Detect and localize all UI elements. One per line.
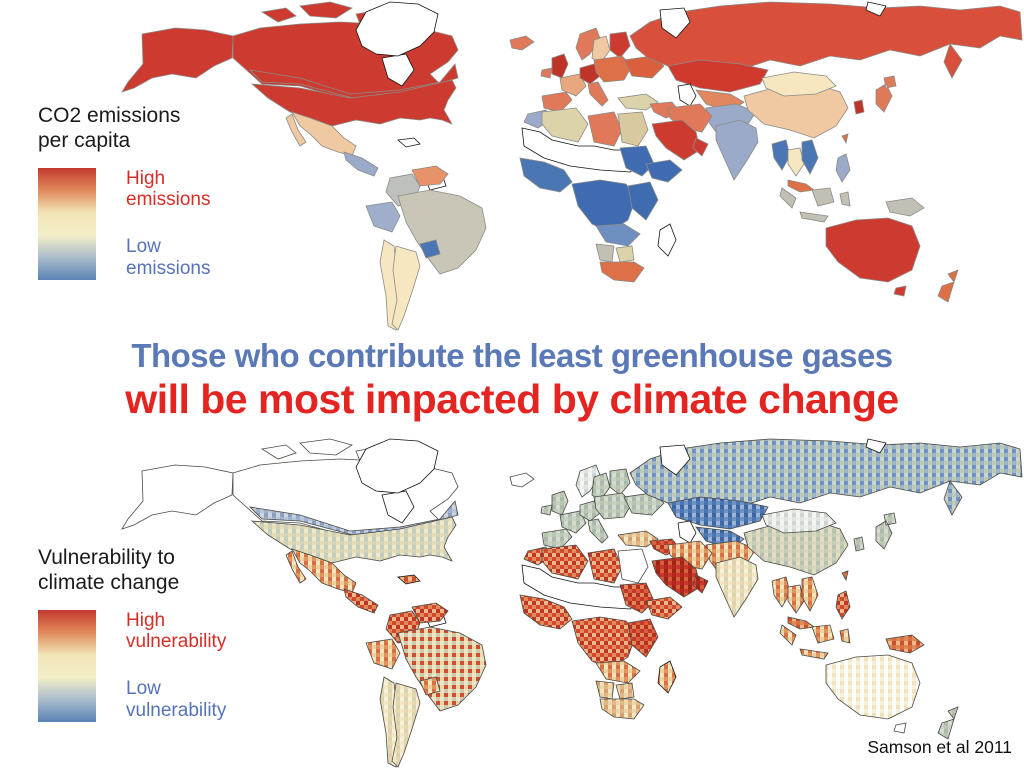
headline: Those who contribute the least greenhous…	[0, 336, 1024, 423]
co2-legend-title-line2: per capita	[38, 128, 131, 152]
co2-legend-title-line1: CO2 emissions	[38, 104, 181, 127]
vulnerability-low-label: Low vulnerability	[126, 677, 227, 721]
co2-legend-title: CO2 emissions per capita	[38, 104, 300, 154]
vulnerability-legend-title-line2: climate change	[38, 570, 180, 594]
co2-low-label: Low emissions	[126, 235, 211, 279]
headline-line1: Those who contribute the least greenhous…	[131, 337, 893, 374]
attribution: Samson et al 2011	[867, 737, 1012, 757]
vulnerability-legend: Vulnerability to climate change High vul…	[38, 546, 300, 722]
headline-line2: will be most impacted by climate change	[125, 375, 899, 422]
co2-high-label: High emissions	[126, 167, 211, 211]
co2-color-scale-bar	[38, 167, 96, 280]
vulnerability-legend-title-line1: Vulnerability to	[38, 546, 175, 569]
vulnerability-legend-title: Vulnerability to climate change	[38, 546, 300, 596]
co2-legend: CO2 emissions per capita High emissions …	[38, 104, 300, 280]
vulnerability-color-scale-bar	[38, 609, 96, 722]
vulnerability-high-label: High vulnerability	[126, 609, 227, 653]
